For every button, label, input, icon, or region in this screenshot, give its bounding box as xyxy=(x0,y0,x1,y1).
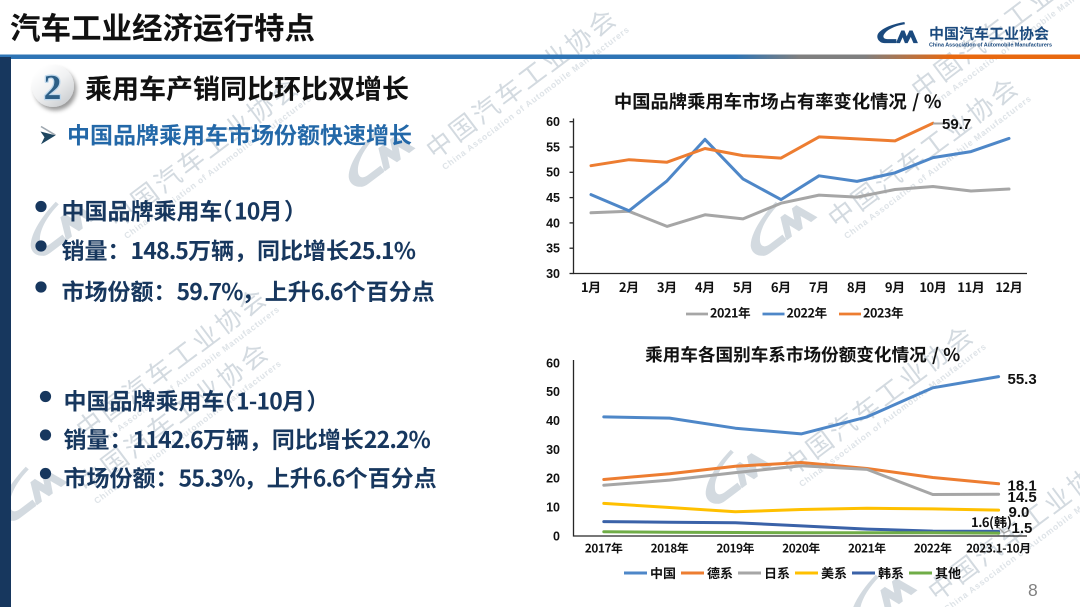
svg-text:1.5: 1.5 xyxy=(1012,520,1033,537)
svg-text:50: 50 xyxy=(546,166,560,180)
svg-text:30: 30 xyxy=(546,267,560,281)
svg-text:60: 60 xyxy=(546,115,560,129)
svg-text:50: 50 xyxy=(546,385,560,399)
svg-text:40: 40 xyxy=(546,216,560,230)
svg-text:2: 2 xyxy=(44,68,62,107)
svg-text:China Association of Automobil: China Association of Automobile Manufact… xyxy=(440,24,631,172)
svg-text:10: 10 xyxy=(546,501,560,515)
svg-text:55: 55 xyxy=(546,140,560,154)
svg-text:20: 20 xyxy=(546,472,560,486)
svg-text:0: 0 xyxy=(553,529,560,543)
svg-text:30: 30 xyxy=(546,443,560,457)
svg-text:40: 40 xyxy=(546,414,560,428)
svg-text:9.0: 9.0 xyxy=(1009,504,1030,521)
svg-text:60: 60 xyxy=(546,356,560,370)
svg-text:35: 35 xyxy=(546,242,560,256)
svg-text:China Association of Automobil: China Association of Automobile Manufact… xyxy=(842,93,1033,241)
svg-text:18.1: 18.1 xyxy=(1008,478,1037,495)
svg-text:45: 45 xyxy=(546,191,560,205)
svg-text:59.7: 59.7 xyxy=(942,116,971,133)
svg-text:8: 8 xyxy=(1028,580,1038,600)
svg-text:China Association of Automobil: China Association of Automobile Manufact… xyxy=(122,93,313,241)
svg-text:China Association of Automobil: China Association of Automobile Manufact… xyxy=(929,43,1052,49)
svg-text:55.3: 55.3 xyxy=(1008,371,1037,388)
svg-text:14.5: 14.5 xyxy=(1008,489,1037,506)
